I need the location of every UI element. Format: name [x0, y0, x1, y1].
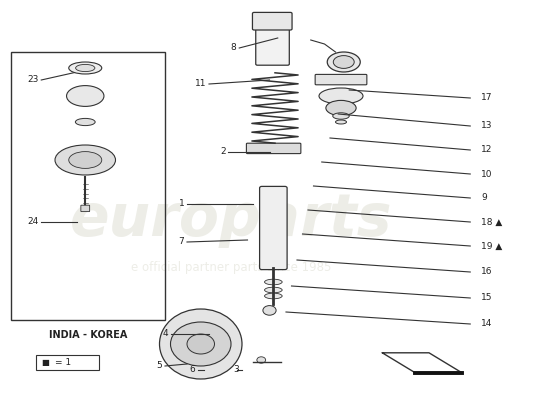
Ellipse shape — [265, 287, 282, 293]
Text: 1: 1 — [179, 200, 184, 208]
Ellipse shape — [327, 52, 360, 72]
Ellipse shape — [67, 86, 104, 106]
Circle shape — [263, 306, 276, 315]
Text: 24: 24 — [28, 218, 38, 226]
Ellipse shape — [333, 113, 349, 119]
Ellipse shape — [265, 279, 282, 285]
Text: 11: 11 — [195, 80, 206, 88]
Text: ■: ■ — [41, 358, 49, 367]
Text: 23: 23 — [27, 76, 38, 84]
Ellipse shape — [333, 56, 354, 68]
FancyBboxPatch shape — [260, 186, 287, 270]
Circle shape — [187, 334, 214, 354]
Text: 14: 14 — [481, 320, 493, 328]
FancyBboxPatch shape — [252, 12, 292, 30]
FancyBboxPatch shape — [315, 74, 367, 85]
Circle shape — [257, 357, 266, 363]
Text: 5: 5 — [157, 362, 162, 370]
Text: 15: 15 — [481, 294, 493, 302]
Ellipse shape — [160, 309, 242, 379]
Text: 19 ▲: 19 ▲ — [481, 242, 503, 250]
FancyBboxPatch shape — [246, 143, 301, 154]
Bar — [36, 355, 99, 370]
Text: 8: 8 — [231, 44, 236, 52]
FancyBboxPatch shape — [81, 205, 90, 212]
Text: 13: 13 — [481, 122, 493, 130]
Ellipse shape — [326, 100, 356, 116]
Text: 10: 10 — [481, 170, 493, 178]
Text: 4: 4 — [162, 330, 168, 338]
Text: = 1: = 1 — [55, 358, 71, 367]
Ellipse shape — [69, 62, 102, 74]
Text: INDIA - KOREA: INDIA - KOREA — [49, 330, 127, 340]
Text: 9: 9 — [481, 194, 487, 202]
Text: 7: 7 — [179, 238, 184, 246]
Ellipse shape — [336, 120, 346, 124]
Ellipse shape — [69, 152, 102, 168]
Ellipse shape — [75, 118, 95, 126]
Text: 12: 12 — [481, 146, 493, 154]
Text: 17: 17 — [481, 94, 493, 102]
Text: e official partner parts since 1985: e official partner parts since 1985 — [131, 262, 331, 274]
Text: 6: 6 — [190, 366, 195, 374]
Text: 18 ▲: 18 ▲ — [481, 218, 503, 226]
Text: 3: 3 — [234, 366, 239, 374]
Circle shape — [170, 322, 231, 366]
Text: 16: 16 — [481, 268, 493, 276]
Ellipse shape — [319, 88, 363, 104]
Ellipse shape — [265, 293, 282, 299]
Ellipse shape — [76, 64, 95, 72]
Text: 2: 2 — [220, 148, 225, 156]
Text: europarts: europarts — [70, 192, 392, 248]
Bar — [11, 52, 165, 320]
Ellipse shape — [55, 145, 116, 175]
FancyBboxPatch shape — [256, 25, 289, 65]
